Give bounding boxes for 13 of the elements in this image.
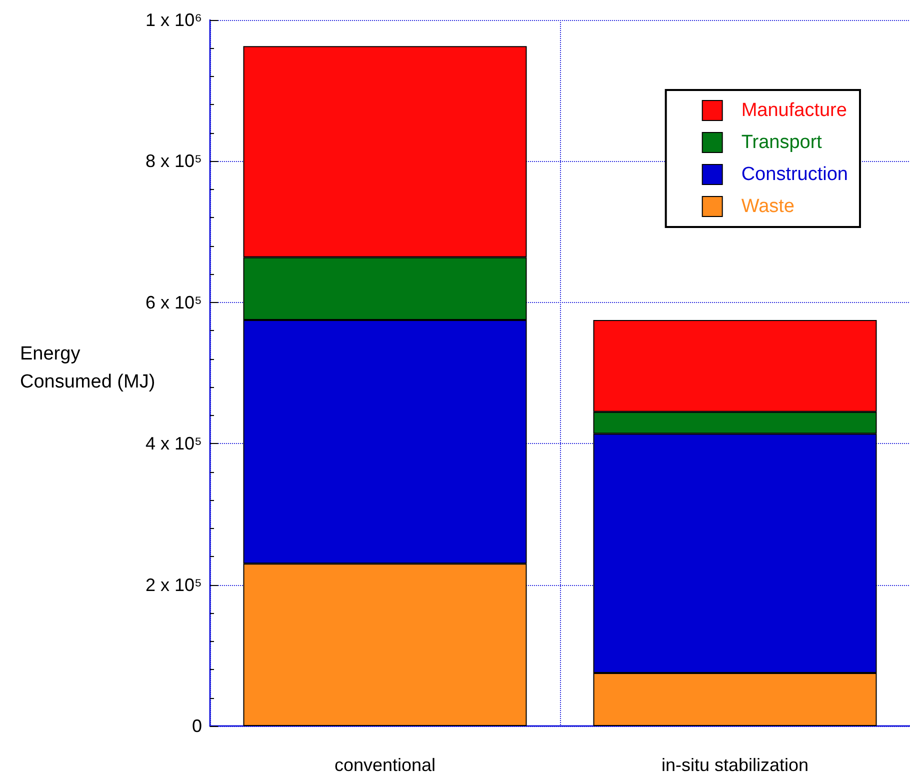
y-tick-label: 1 x 10⁶ [146,10,202,30]
legend-label: Manufacture [741,100,847,121]
y-tick-label: 0 [192,716,202,736]
y-tick-label: 8 x 10⁵ [146,151,202,172]
legend-label: Transport [741,132,823,153]
legend-label: Construction [741,164,848,185]
x-tick-label: in-situ stabilization [661,755,809,775]
x-tick-label: conventional [334,755,436,775]
y-tick-label: 2 x 10⁵ [146,574,202,595]
y-tick-label: 6 x 10⁵ [146,292,202,312]
y-axis-title: Energy Consumed (MJ) [20,344,156,392]
y-tick-label: 4 x 10⁵ [146,434,202,454]
legend-label: Waste [741,196,794,217]
